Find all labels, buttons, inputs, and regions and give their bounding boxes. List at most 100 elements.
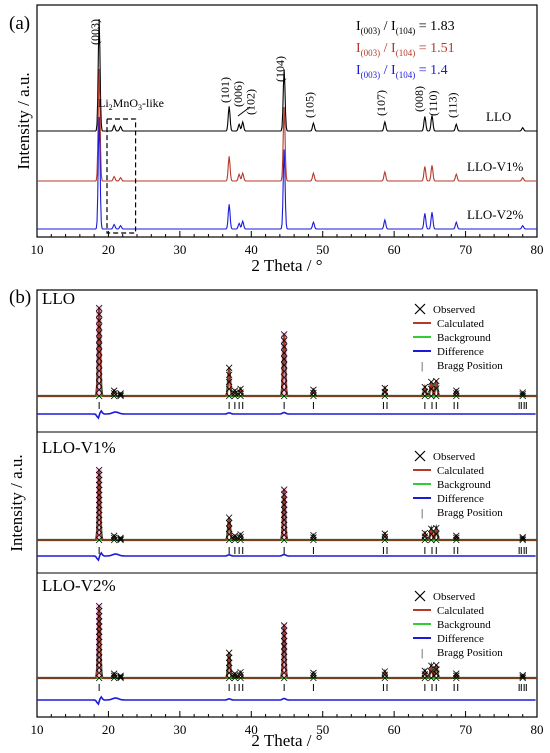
legend-bragg-label: Bragg Position — [437, 507, 503, 519]
observed-point — [95, 386, 103, 393]
legend: Observed Calculated Background Difference | B… — [413, 303, 503, 372]
observed-point — [95, 373, 103, 381]
panel-a-x-axis: 10 20 30 40 50 60 70 80 — [31, 231, 544, 257]
peak-label: (003) — [88, 19, 102, 45]
observed-point — [428, 392, 435, 400]
observed-point — [231, 534, 239, 542]
observed-point — [95, 536, 103, 544]
observed-point — [231, 672, 239, 680]
observed-point — [280, 337, 288, 344]
peak-highlight — [281, 332, 288, 396]
observed-point — [280, 627, 288, 634]
x-tick-label: 10 — [31, 242, 44, 257]
observed-point — [225, 654, 233, 662]
peak-highlight — [281, 487, 288, 540]
observed-point — [381, 668, 389, 675]
observed-point — [95, 311, 103, 318]
observed-point — [110, 390, 118, 397]
ratio-annotations: I(003) / I(104) = 1.83 I(003) / I(104) =… — [356, 19, 455, 80]
observed-point — [428, 668, 435, 676]
difference-curve — [37, 551, 536, 562]
peak-label: (110) — [426, 90, 440, 116]
observed-point — [225, 536, 233, 544]
peak-label: (113) — [445, 92, 459, 118]
observed-point — [225, 649, 233, 657]
observed-point — [95, 633, 103, 641]
observed-point — [95, 481, 103, 489]
panel-a-y-axis-label: Intensity / a.u. — [14, 72, 33, 169]
observed-point — [453, 392, 460, 400]
panel-b-y-axis-label: Intensity / a.u. — [7, 454, 26, 551]
legend-background-label: Background — [437, 479, 491, 491]
observed-point — [225, 378, 233, 386]
observed-point — [95, 531, 103, 539]
observed-point — [117, 674, 124, 682]
observed-point — [453, 534, 460, 542]
observed-point — [117, 391, 124, 398]
observed-point — [421, 667, 429, 675]
observed-point — [453, 532, 460, 540]
observed-point — [280, 664, 288, 671]
refinement-llo-v2: Observed Calculated Background Difference | B… — [37, 590, 537, 706]
observed-point — [95, 491, 103, 499]
observed-point — [225, 531, 233, 538]
x-tick-label: 50 — [316, 722, 329, 737]
observed-point — [280, 496, 288, 503]
x-tick-label: 80 — [531, 722, 544, 737]
subpanel-title-llo-v1: LLO-V1% — [42, 438, 116, 457]
observed-point — [433, 661, 440, 669]
observed-point — [280, 380, 288, 387]
panel-a-peak-labels: (003) (101) (006)(102) (104) (105) (107) (008)… — [88, 19, 459, 118]
subpanel-title-llo-v2: LLO-V2% — [42, 576, 116, 595]
observed-point — [95, 336, 103, 343]
peak-label: (107) — [374, 90, 388, 116]
series-label: LLO — [486, 109, 511, 124]
legend: Observed Calculated Background Difference | B… — [413, 590, 503, 659]
observed-point — [381, 533, 389, 541]
observed-point — [310, 672, 317, 679]
legend-background-label: Background — [437, 619, 491, 631]
observed-point — [519, 533, 526, 541]
x-tick-label: 30 — [173, 242, 186, 257]
peak-label: (102) — [244, 89, 258, 115]
x-tick-label: 60 — [388, 722, 401, 737]
observed-point — [110, 387, 118, 395]
observed-point — [519, 674, 526, 682]
legend-observed-label: Observed — [433, 451, 476, 463]
x-tick-label: 20 — [102, 722, 115, 737]
observed-point — [421, 529, 429, 537]
peak-highlight — [281, 623, 288, 678]
legend: Observed Calculated Background Difference | B… — [413, 450, 503, 519]
peak-label: (101) — [218, 77, 232, 103]
x-tick-label: 50 — [316, 242, 329, 257]
observed-point — [421, 383, 429, 391]
observed-point — [95, 511, 103, 519]
observed-point — [117, 390, 124, 397]
observed-point — [95, 654, 103, 661]
peak-highlight — [96, 306, 103, 396]
observed-point — [110, 670, 118, 677]
observed-point — [519, 535, 526, 542]
panel-a: 10 20 30 40 50 60 70 80 (003) (101) (006)(102) (10… — [9, 4, 544, 275]
peak-label: (105) — [302, 92, 316, 118]
panel-a-tag: (a) — [9, 13, 30, 34]
legend-calculated-label: Calculated — [437, 318, 485, 330]
legend-observed-marker — [414, 450, 426, 462]
observed-point — [117, 534, 124, 542]
legend-observed-marker — [414, 590, 426, 602]
series-label: LLO-V1% — [467, 159, 523, 174]
xrd-trace-llo-v2 — [37, 116, 537, 230]
observed-point — [95, 496, 103, 504]
observed-point — [519, 390, 526, 398]
observed-point — [310, 536, 317, 544]
observed-point — [225, 659, 233, 667]
observed-point — [280, 501, 288, 509]
observed-point — [95, 628, 103, 635]
observed-point — [95, 516, 103, 524]
observed-point — [433, 392, 440, 400]
observed-point — [280, 632, 288, 640]
observed-point — [453, 387, 460, 395]
observed-point — [310, 389, 317, 397]
observed-point — [117, 672, 124, 680]
observed-point — [231, 387, 239, 395]
